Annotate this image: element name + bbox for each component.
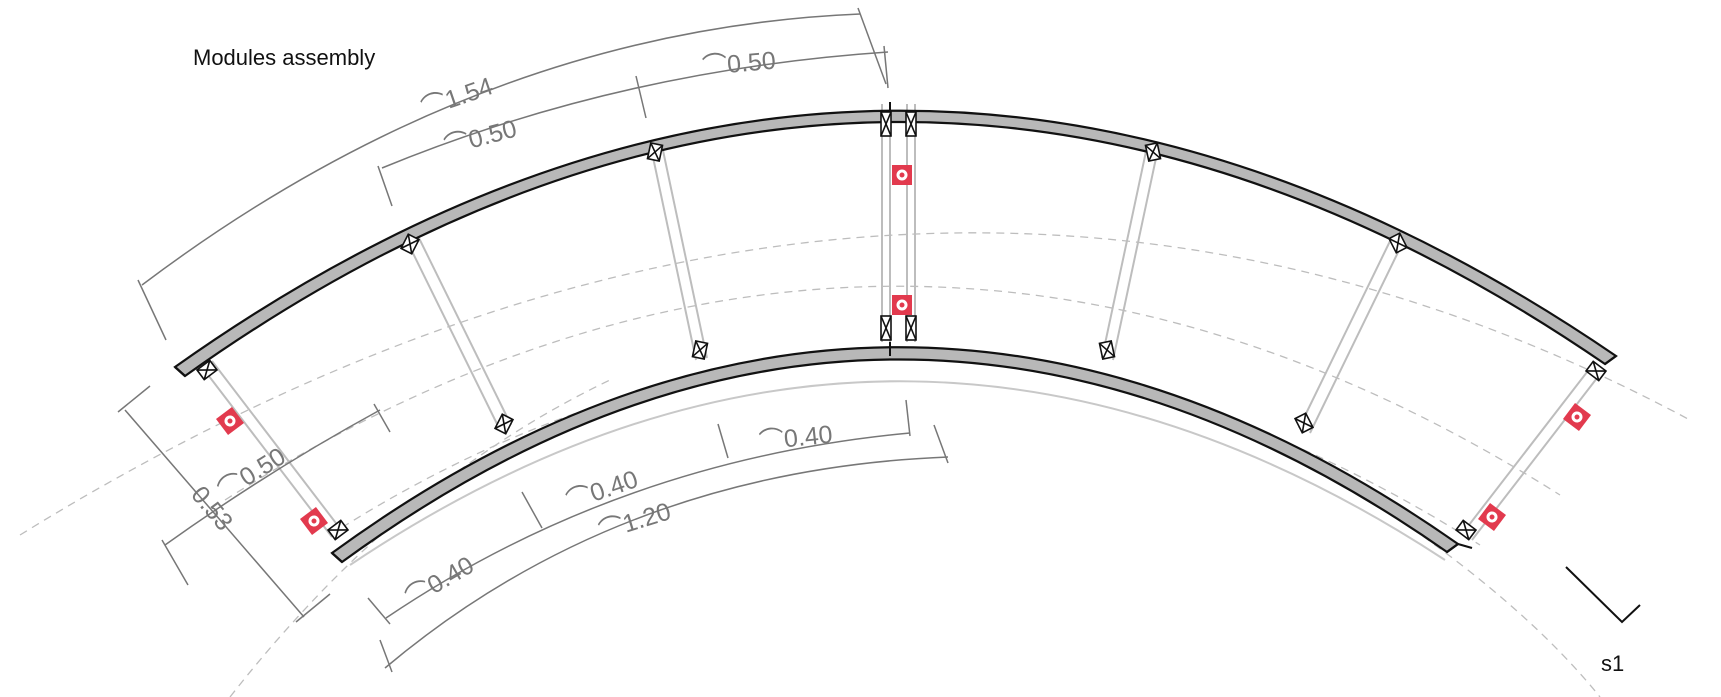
strut-3	[649, 140, 708, 361]
red-bolt-connector-icon	[299, 506, 329, 536]
dim-outer-segment-1-label: ⌒0.50	[441, 115, 519, 161]
strut-2	[404, 231, 512, 431]
dimension-lines	[117, 7, 949, 673]
bracket-4c	[880, 315, 892, 341]
strut-5	[1101, 141, 1160, 361]
section-cut-marker	[1565, 566, 1641, 624]
wall-end-caps	[174, 355, 1617, 563]
guide-arc-outer	[19, 232, 1691, 536]
bracket-2a	[399, 233, 421, 255]
section-label: s1	[1601, 651, 1624, 676]
dim-inner-segment-3-label: ⌒0.40	[758, 420, 834, 456]
strut-4a	[881, 104, 891, 342]
bracket-4a	[880, 111, 892, 137]
red-bolt-connector-icon	[892, 165, 912, 185]
bracket-3a	[646, 141, 664, 163]
dim-outer-total-label: ⌒1.54	[418, 72, 497, 122]
bracket-5a	[1144, 141, 1162, 163]
red-bolt-connector-icon	[892, 295, 912, 315]
dim-outer-seg-arc	[381, 51, 889, 169]
bracket-1b	[326, 519, 350, 541]
bracket-4b	[905, 111, 917, 137]
dim-inner-total-arc	[384, 456, 949, 669]
dim-inner-total-label: ⌒1.20	[596, 497, 675, 545]
bracket-7a	[1584, 360, 1608, 382]
red-bolt-connector-icon	[215, 406, 245, 436]
strut-1	[201, 360, 343, 538]
bracket-7b	[1454, 519, 1478, 541]
bracket-4d	[905, 315, 917, 341]
guide-arc-lower-left	[229, 379, 611, 697]
dim-side-inner-arc-label: ⌒0.50	[213, 442, 290, 505]
bracket-5b	[1098, 339, 1116, 361]
dim-inner-seg-arc	[385, 432, 911, 619]
strut-brackets	[195, 111, 1608, 541]
radial-struts	[201, 104, 1605, 541]
bracket-6b	[1293, 412, 1315, 434]
dim-side-width-line	[124, 409, 305, 618]
guide-arc-lower-right	[1399, 519, 1601, 697]
dim-outer-total-arc	[141, 13, 861, 286]
dim-inner-segment-1-label: ⌒0.40	[401, 551, 479, 612]
red-bolt-connector-icon	[1562, 402, 1592, 432]
guide-arc-mid	[224, 285, 1561, 501]
drawing-title: Modules assembly	[193, 45, 375, 70]
inner-base-arc	[349, 380, 1446, 566]
bracket-2b	[493, 413, 515, 435]
strut-6	[1298, 234, 1405, 434]
bracket-1a	[195, 359, 219, 381]
bracket-6a	[1387, 232, 1409, 254]
dim-outer-segment-2-label: ⌒0.50	[701, 47, 777, 81]
bracket-3b	[691, 339, 709, 361]
inner-wall	[330, 346, 1460, 564]
dim-side-inner-arc	[164, 409, 381, 546]
